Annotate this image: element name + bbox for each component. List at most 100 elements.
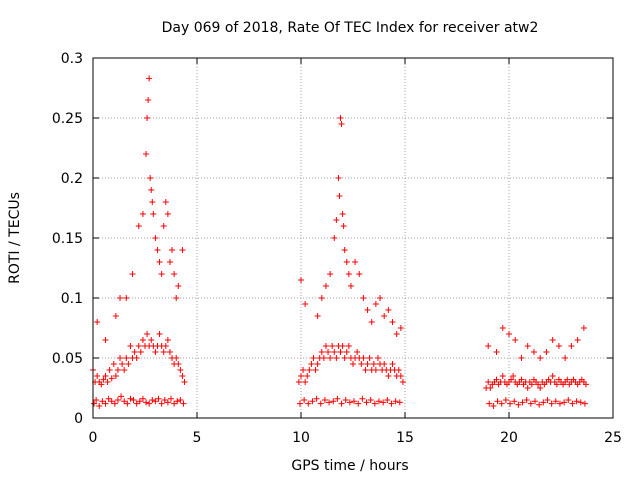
data-point <box>499 325 506 331</box>
data-point <box>372 367 379 373</box>
data-point <box>308 361 315 367</box>
data-point <box>100 376 107 383</box>
data-point <box>131 349 138 355</box>
data-point <box>354 349 361 355</box>
data-point <box>326 399 333 406</box>
data-point <box>102 400 109 407</box>
data-point <box>330 398 337 405</box>
data-point <box>175 283 182 289</box>
data-point <box>327 355 334 361</box>
data-point <box>511 398 518 405</box>
data-point <box>368 319 375 325</box>
data-point <box>298 373 304 379</box>
grid-lines <box>93 58 613 418</box>
data-point <box>160 349 167 355</box>
data-point <box>493 349 500 355</box>
data-point <box>341 247 348 253</box>
data-point <box>144 115 151 121</box>
data-point <box>333 217 340 223</box>
data-point <box>164 337 171 343</box>
data-point <box>139 337 146 343</box>
data-point <box>322 283 329 289</box>
data-point <box>342 397 349 403</box>
data-point <box>127 395 134 402</box>
data-point <box>94 319 101 325</box>
data-point <box>143 151 150 157</box>
data-point <box>331 235 338 241</box>
data-point <box>154 247 161 253</box>
data-point <box>333 355 340 361</box>
data-point <box>573 398 580 405</box>
data-point <box>343 349 350 355</box>
data-point <box>392 398 399 405</box>
data-point <box>360 295 367 301</box>
data-point <box>130 397 137 403</box>
data-point <box>117 355 124 361</box>
data-point <box>117 295 124 301</box>
data-point <box>143 399 150 406</box>
data-point <box>127 343 134 349</box>
data-point <box>486 400 493 407</box>
data-point <box>102 373 109 379</box>
data-point <box>335 175 342 181</box>
data-point <box>544 397 551 403</box>
x-tick-label: 20 <box>500 430 518 446</box>
data-point <box>395 367 402 373</box>
data-point <box>527 400 534 407</box>
data-point <box>336 193 343 199</box>
data-point <box>150 211 157 217</box>
data-point <box>535 381 542 388</box>
data-point <box>171 400 178 407</box>
data-point <box>108 398 115 405</box>
data-point <box>171 271 178 277</box>
data-point <box>148 337 155 343</box>
data-point <box>98 381 105 388</box>
y-tick-label: 0.05 <box>52 351 83 367</box>
data-point <box>366 355 373 361</box>
data-point <box>133 355 140 361</box>
data-point <box>536 401 543 408</box>
data-point <box>105 395 112 402</box>
data-point <box>363 399 370 406</box>
data-point <box>314 313 321 319</box>
data-point <box>173 355 180 361</box>
data-point <box>355 400 362 407</box>
data-point <box>485 343 492 349</box>
data-point <box>384 397 391 403</box>
data-point <box>380 399 387 406</box>
data-point <box>180 400 187 407</box>
data-point <box>519 399 526 406</box>
data-point <box>152 235 159 241</box>
data-point <box>507 400 514 407</box>
x-axis-label: GPS time / hours <box>291 458 408 474</box>
data-point <box>372 301 379 307</box>
data-point <box>111 400 118 407</box>
data-point <box>93 397 100 403</box>
axis-ticks: 0 5 10 15 20 25 0 0.05 0.1 0.15 0.2 0.25 0.3 <box>52 51 622 446</box>
data-point <box>493 376 500 383</box>
data-point <box>565 397 572 403</box>
data-point <box>144 331 151 337</box>
data-point <box>498 400 505 407</box>
data-point <box>318 295 325 301</box>
data-point <box>582 381 589 388</box>
data-point <box>530 349 537 355</box>
data-point <box>494 398 501 405</box>
data-point <box>135 343 142 349</box>
data-point <box>169 247 176 253</box>
data-point <box>370 361 377 367</box>
data-point <box>381 313 388 319</box>
data-point <box>118 393 125 400</box>
data-point <box>396 399 403 406</box>
data-point <box>298 277 304 283</box>
data-point <box>337 115 344 121</box>
data-point <box>305 400 312 407</box>
data-point <box>341 355 348 361</box>
data-point <box>374 355 381 361</box>
data-point <box>524 385 531 391</box>
data-point <box>306 367 313 373</box>
data-point <box>168 395 174 402</box>
data-point <box>524 343 531 349</box>
data-point <box>135 223 142 229</box>
data-point <box>304 373 311 379</box>
